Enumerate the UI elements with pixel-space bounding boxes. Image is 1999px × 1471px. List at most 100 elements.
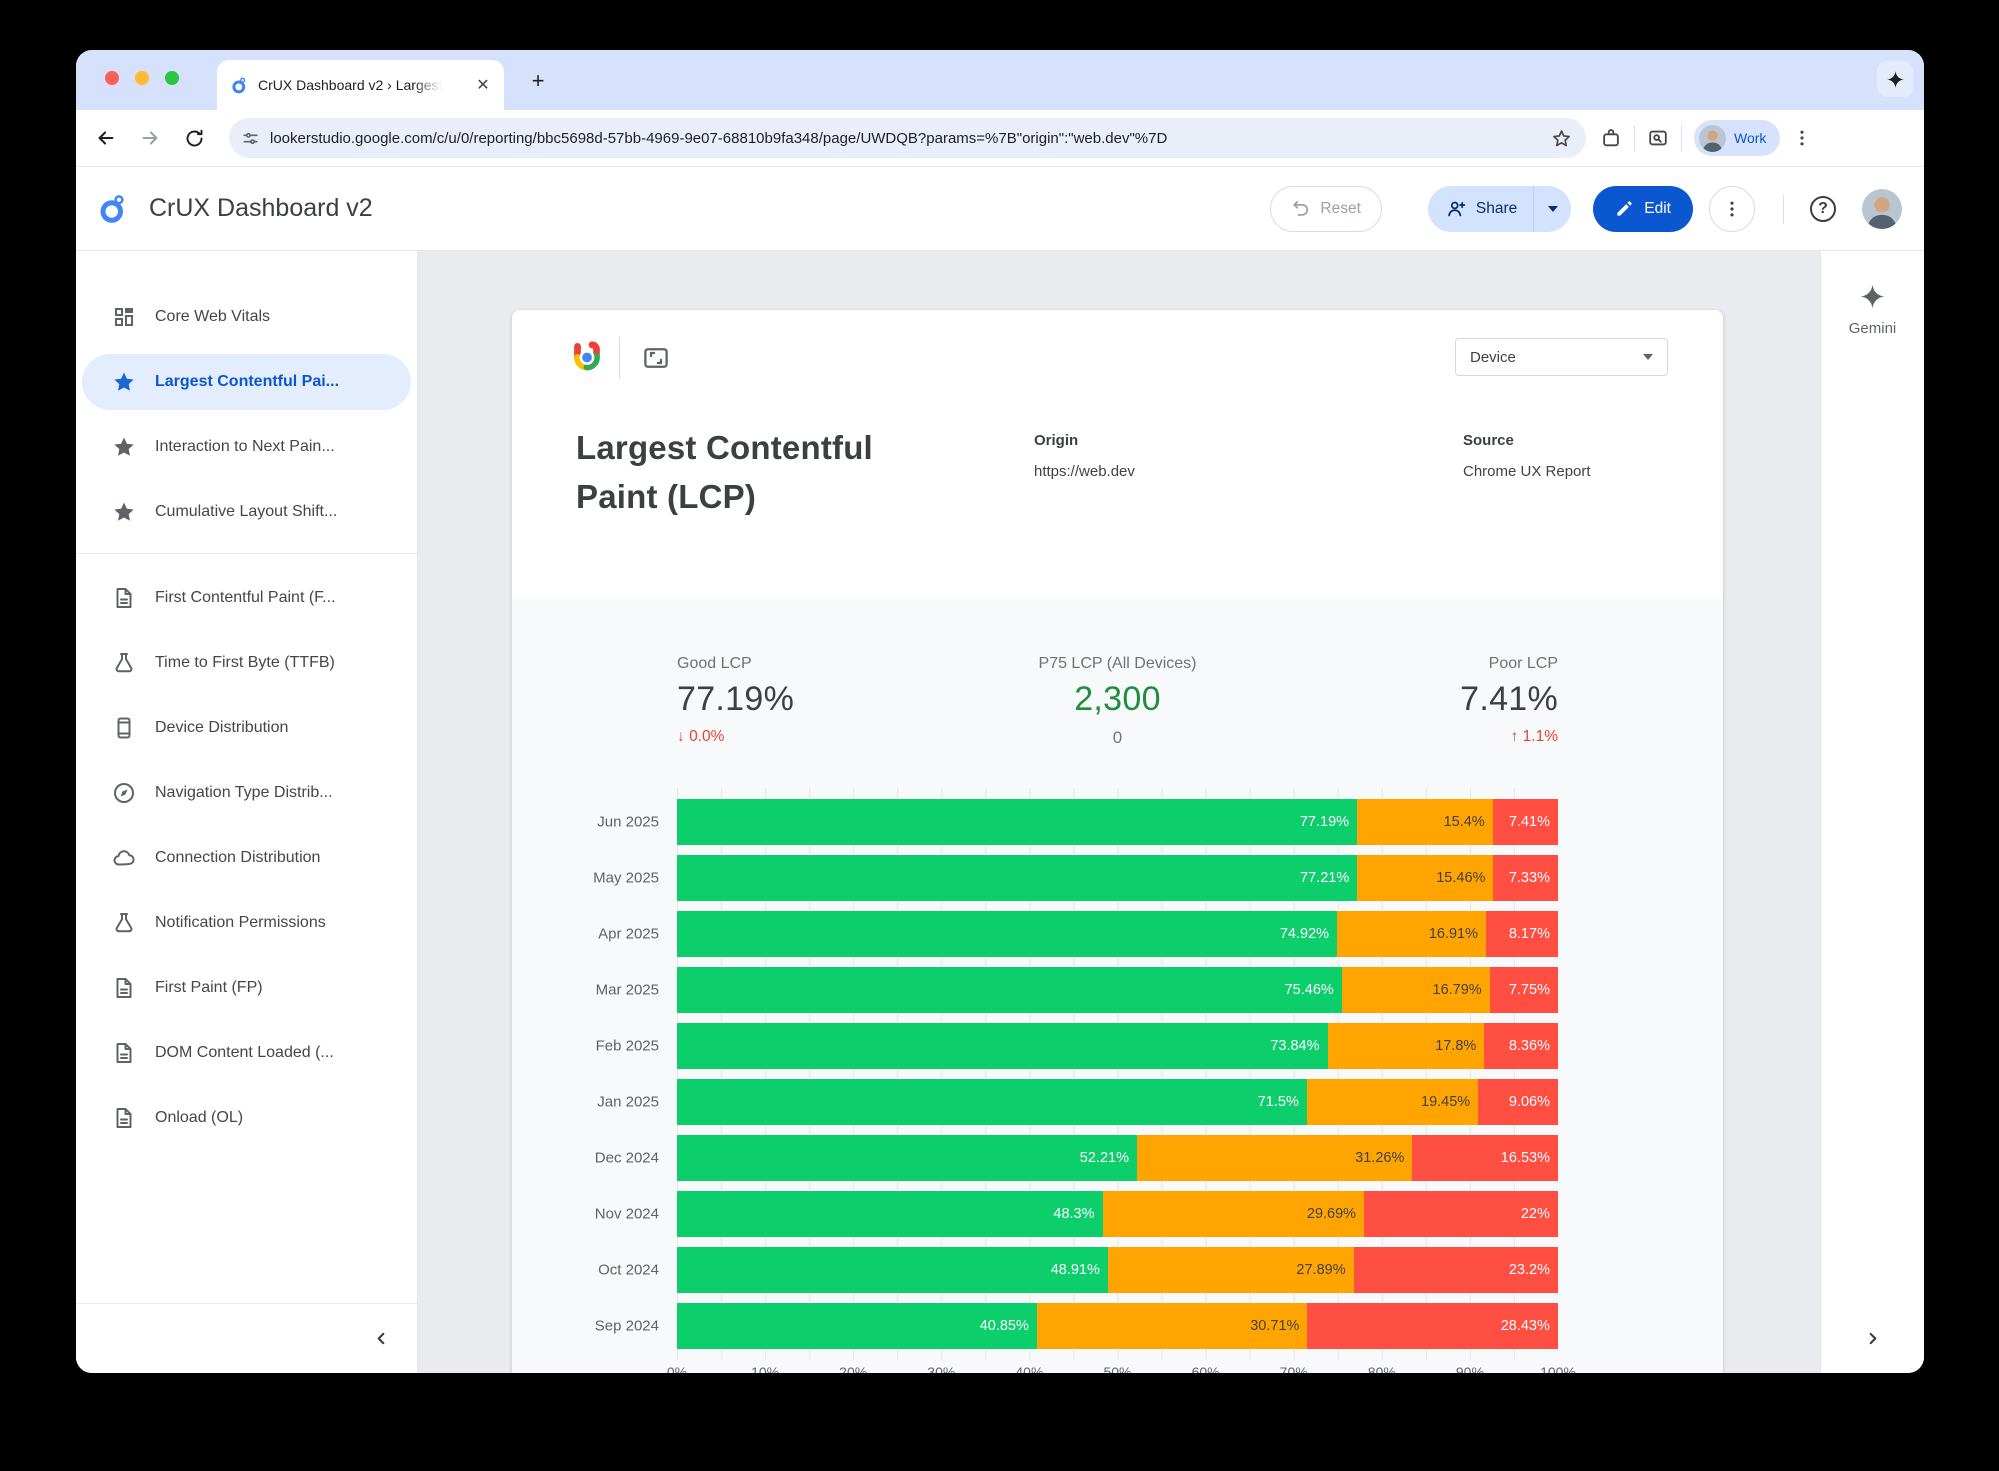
bar-segment-poor[interactable]: 23.2%: [1353, 1247, 1558, 1293]
p75-lcp-label: P75 LCP (All Devices): [1038, 655, 1197, 672]
bar-segment-poor[interactable]: 8.36%: [1484, 1023, 1558, 1069]
bar-segment-good[interactable]: 77.21%: [677, 855, 1358, 901]
bar-segment-needs-improvement[interactable]: 30.71%: [1036, 1303, 1308, 1349]
rail-expand-chevron-right-icon[interactable]: [1864, 1330, 1881, 1347]
bar-segment-good[interactable]: 52.21%: [677, 1135, 1137, 1181]
bookmark-star-icon[interactable]: [1551, 128, 1572, 149]
x-tick: 10%: [751, 1364, 780, 1373]
sidebar-divider: [76, 553, 417, 554]
help-icon[interactable]: ?: [1810, 195, 1836, 222]
tab-close-icon[interactable]: ✕: [476, 77, 490, 94]
bar-segment-poor[interactable]: 8.17%: [1486, 911, 1558, 957]
report-page-sidebar: Core Web Vitals Largest Contentful Pai...…: [76, 251, 418, 1373]
sidebar-item[interactable]: DOM Content Loaded (...: [82, 1025, 411, 1081]
bar-segment-poor[interactable]: 9.06%: [1478, 1079, 1558, 1125]
share-button[interactable]: Share: [1427, 185, 1572, 232]
bar-track: 77.19% 15.4% 7.41%: [677, 799, 1558, 845]
right-rail: Gemini: [1820, 251, 1924, 1373]
bar-value-label: 27.89%: [1296, 1262, 1346, 1278]
bar-segment-good[interactable]: 40.85%: [677, 1303, 1037, 1349]
bar-track: 74.92% 16.91% 8.17%: [677, 911, 1558, 957]
browser-menu-kebab-icon[interactable]: [1792, 128, 1812, 148]
share-label: Share: [1475, 199, 1518, 217]
bar-segment-good[interactable]: 77.19%: [677, 799, 1358, 845]
sidebar-item[interactable]: Time to First Byte (TTFB): [82, 635, 411, 691]
reset-button[interactable]: Reset: [1270, 185, 1382, 232]
forward-icon[interactable]: [133, 121, 167, 155]
site-info-tune-icon[interactable]: [241, 129, 260, 148]
category-label: May 2025: [593, 869, 659, 887]
browser-gemini-sparkle-icon[interactable]: [1877, 61, 1913, 97]
bar-segment-needs-improvement[interactable]: 15.46%: [1357, 855, 1494, 901]
fullscreen-window-button[interactable]: [165, 71, 179, 85]
sidebar-item[interactable]: Largest Contentful Pai...: [82, 354, 411, 410]
account-avatar[interactable]: [1862, 188, 1902, 229]
p75-lcp-scorecard[interactable]: P75 LCP (All Devices) 2,300 0: [971, 655, 1265, 748]
bar-segment-needs-improvement[interactable]: 27.89%: [1107, 1247, 1354, 1293]
bar-segment-needs-improvement[interactable]: 31.26%: [1136, 1135, 1413, 1181]
bar-segment-poor[interactable]: 28.43%: [1307, 1303, 1558, 1349]
category-label: Jan 2025: [597, 1093, 659, 1111]
bar-value-label: 7.41%: [1508, 814, 1550, 830]
fit-to-screen-icon[interactable]: [641, 343, 671, 373]
bar-segment-good[interactable]: 71.5%: [677, 1079, 1307, 1125]
close-window-button[interactable]: [105, 71, 119, 85]
report-canvas: Device Largest Contentful Paint (LCP) Or…: [418, 251, 1820, 1373]
bar-value-label: 48.91%: [1050, 1262, 1100, 1278]
sidebar-collapse-chevron-left-icon[interactable]: [373, 1330, 390, 1347]
share-main[interactable]: Share: [1428, 186, 1533, 232]
sidebar-item[interactable]: First Paint (FP): [82, 960, 411, 1016]
bar-segment-good[interactable]: 74.92%: [677, 911, 1338, 957]
edit-button[interactable]: Edit: [1593, 185, 1693, 232]
back-icon[interactable]: [89, 121, 123, 155]
x-tick: 90%: [1455, 1364, 1484, 1373]
more-options-kebab-icon[interactable]: [1709, 185, 1755, 232]
reload-icon[interactable]: [177, 121, 211, 155]
bar-segment-good[interactable]: 73.84%: [677, 1023, 1328, 1069]
bar-segment-needs-improvement[interactable]: 16.79%: [1341, 967, 1490, 1013]
minimize-window-button[interactable]: [135, 71, 149, 85]
search-tabs-icon[interactable]: [1647, 127, 1669, 149]
bar-segment-good[interactable]: 48.3%: [677, 1191, 1103, 1237]
sidebar-item[interactable]: Connection Distribution: [82, 830, 411, 886]
sidebar-item[interactable]: Onload (OL): [82, 1090, 411, 1146]
sidebar-item[interactable]: Core Web Vitals: [82, 289, 411, 345]
bar-segment-poor[interactable]: 7.75%: [1489, 967, 1558, 1013]
bar-value-label: 7.75%: [1508, 982, 1550, 998]
source-block: Source Chrome UX Report: [1463, 432, 1591, 480]
bar-segment-needs-improvement[interactable]: 17.8%: [1327, 1023, 1485, 1069]
bar-segment-needs-improvement[interactable]: 16.91%: [1337, 911, 1486, 957]
sidebar-item[interactable]: First Contentful Paint (F...: [82, 570, 411, 626]
x-tick: 20%: [839, 1364, 868, 1373]
good-lcp-scorecard[interactable]: Good LCP 77.19% ↓ 0.0%: [677, 655, 971, 748]
bar-segment-good[interactable]: 48.91%: [677, 1247, 1108, 1293]
sidebar-item[interactable]: Device Distribution: [82, 700, 411, 756]
poor-lcp-scorecard[interactable]: Poor LCP 7.41% ↑ 1.1%: [1264, 655, 1558, 748]
doc-icon: [112, 1106, 136, 1130]
sidebar-item[interactable]: Navigation Type Distrib...: [82, 765, 411, 821]
url-bar[interactable]: lookerstudio.google.com/c/u/0/reporting/…: [229, 118, 1586, 158]
sidebar-item[interactable]: Notification Permissions: [82, 895, 411, 951]
extensions-icon[interactable]: [1600, 127, 1622, 149]
bar-segment-poor[interactable]: 7.41%: [1492, 799, 1558, 845]
bar-segment-poor[interactable]: 22%: [1364, 1191, 1558, 1237]
bar-segment-poor[interactable]: 16.53%: [1412, 1135, 1558, 1181]
share-dropdown-button[interactable]: [1533, 185, 1571, 232]
toolbar-divider: [1681, 125, 1682, 151]
sidebar-item[interactable]: Cumulative Layout Shift...: [82, 484, 411, 540]
sidebar-item[interactable]: Interaction to Next Pain...: [82, 419, 411, 475]
bar-segment-needs-improvement[interactable]: 19.45%: [1306, 1079, 1479, 1125]
profile-chip[interactable]: Work: [1694, 120, 1781, 156]
browser-tab[interactable]: CrUX Dashboard v2 › Largest ✕: [217, 60, 504, 110]
person-add-icon: [1446, 198, 1467, 219]
bar-segment-needs-improvement[interactable]: 29.69%: [1102, 1191, 1365, 1237]
bar-segment-needs-improvement[interactable]: 15.4%: [1357, 799, 1493, 845]
bar-segment-poor[interactable]: 7.33%: [1493, 855, 1558, 901]
device-filter-dropdown[interactable]: Device: [1455, 338, 1668, 376]
bar-segment-good[interactable]: 75.46%: [677, 967, 1342, 1013]
new-tab-button[interactable]: +: [531, 68, 545, 93]
pencil-icon: [1615, 199, 1634, 218]
gemini-panel-button[interactable]: Gemini: [1821, 251, 1924, 337]
bar-value-label: 9.06%: [1508, 1094, 1550, 1110]
x-tick: 80%: [1367, 1364, 1396, 1373]
